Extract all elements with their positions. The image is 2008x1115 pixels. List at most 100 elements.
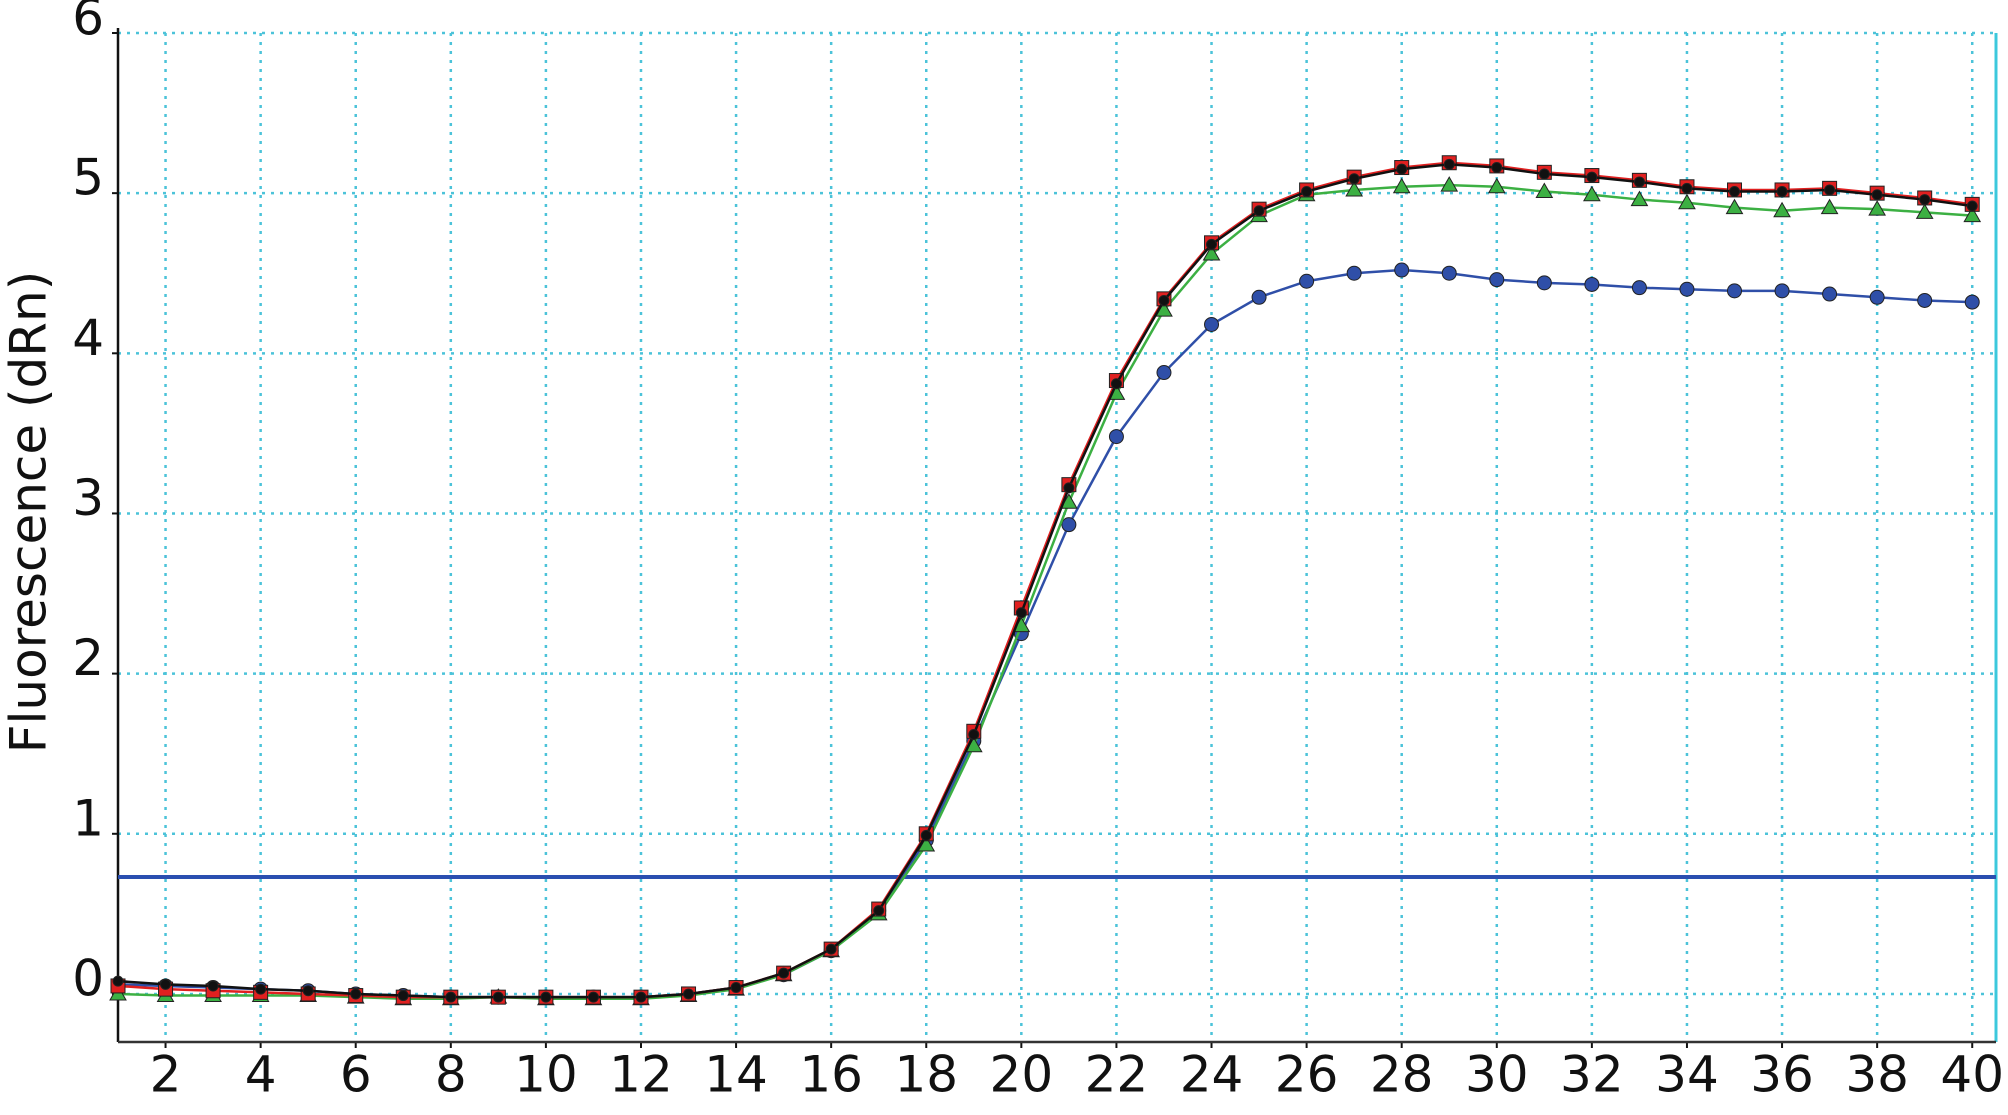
marker: [1392, 177, 1411, 194]
x-tick-label: 14: [704, 1046, 768, 1104]
marker: [1538, 168, 1550, 180]
marker: [1110, 378, 1122, 390]
y-tick-label: 1: [72, 789, 104, 847]
x-tick-label: 18: [894, 1046, 958, 1104]
y-axis-title: Fluorescence (dRn): [0, 271, 58, 753]
y-tick-label: 4: [72, 309, 104, 367]
x-tick-label: 34: [1655, 1046, 1719, 1104]
marker: [1586, 171, 1598, 183]
marker: [1729, 186, 1741, 198]
marker: [1063, 482, 1075, 494]
marker: [1919, 194, 1931, 206]
marker: [1158, 294, 1170, 306]
marker: [1015, 607, 1027, 619]
marker: [825, 943, 837, 955]
marker: [1156, 365, 1172, 381]
marker: [1487, 177, 1506, 194]
marker: [1773, 201, 1791, 218]
marker: [350, 988, 362, 1000]
marker: [1679, 281, 1695, 297]
marker: [1963, 206, 1982, 223]
marker: [492, 991, 504, 1003]
marker: [730, 982, 742, 994]
marker: [1536, 275, 1552, 291]
marker: [1394, 262, 1410, 278]
marker: [207, 980, 219, 992]
marker: [1964, 294, 1980, 310]
marker: [1440, 176, 1459, 192]
x-tick-label: 24: [1180, 1046, 1244, 1104]
marker: [1108, 429, 1124, 445]
marker: [1345, 180, 1364, 197]
x-tick-label: 12: [609, 1046, 673, 1104]
x-tick-label: 36: [1750, 1046, 1814, 1104]
marker: [1633, 176, 1645, 188]
series-line: [117, 183, 1973, 1001]
x-tick-label: 4: [245, 1046, 277, 1104]
marker: [302, 985, 314, 997]
marker: [1204, 316, 1220, 332]
marker: [1443, 158, 1455, 170]
marker: [1822, 286, 1838, 302]
marker: [587, 991, 599, 1003]
marker: [1868, 200, 1887, 216]
x-tick-label: 2: [150, 1046, 182, 1104]
marker: [1491, 162, 1503, 174]
marker: [1727, 283, 1743, 299]
marker: [1251, 289, 1267, 305]
y-tick-label: 0: [72, 949, 104, 1007]
x-tick-label: 6: [340, 1046, 372, 1104]
marker: [920, 829, 932, 841]
marker: [1917, 292, 1933, 308]
series-line: [117, 163, 1973, 999]
marker: [1915, 203, 1934, 219]
marker: [397, 990, 409, 1002]
x-tick-label: 26: [1275, 1046, 1339, 1104]
x-tick-label: 22: [1085, 1046, 1149, 1104]
marker: [683, 988, 695, 1000]
marker: [1966, 200, 1978, 212]
marker: [1776, 186, 1788, 198]
marker: [1869, 289, 1885, 305]
x-tick-label: 32: [1560, 1046, 1624, 1104]
marker: [1441, 265, 1457, 281]
marker: [873, 905, 885, 917]
x-tick-label: 38: [1845, 1046, 1909, 1104]
marker: [1535, 182, 1554, 199]
marker: [1871, 189, 1883, 201]
y-tick-label: 5: [72, 149, 104, 207]
marker: [968, 728, 980, 740]
x-tick-label: 30: [1465, 1046, 1529, 1104]
x-tick-label: 10: [514, 1046, 578, 1104]
x-tick-label: 16: [799, 1046, 863, 1104]
marker: [778, 967, 790, 979]
marker: [1824, 184, 1836, 196]
marker: [112, 975, 124, 987]
marker: [255, 983, 267, 995]
marker: [1489, 272, 1505, 288]
y-tick-label: 2: [72, 629, 104, 687]
marker: [635, 991, 647, 1003]
marker: [1681, 182, 1693, 194]
marker: [1299, 273, 1315, 289]
marker: [1583, 185, 1601, 202]
marker: [160, 978, 172, 990]
marker: [1253, 205, 1265, 217]
x-tick-label: 28: [1370, 1046, 1434, 1104]
marker: [1631, 280, 1647, 296]
y-tick-label: 6: [72, 0, 104, 47]
marker: [1820, 198, 1839, 215]
marker: [1630, 190, 1649, 207]
x-tick-label: 8: [435, 1046, 467, 1104]
marker: [1725, 198, 1744, 215]
x-tick-label: 40: [1940, 1046, 2004, 1104]
marker: [1202, 245, 1221, 261]
marker: [540, 991, 552, 1003]
marker: [1061, 517, 1077, 533]
marker: [1774, 283, 1790, 299]
y-tick-label: 3: [72, 469, 104, 527]
marker: [1301, 186, 1313, 198]
marker: [1678, 193, 1696, 210]
